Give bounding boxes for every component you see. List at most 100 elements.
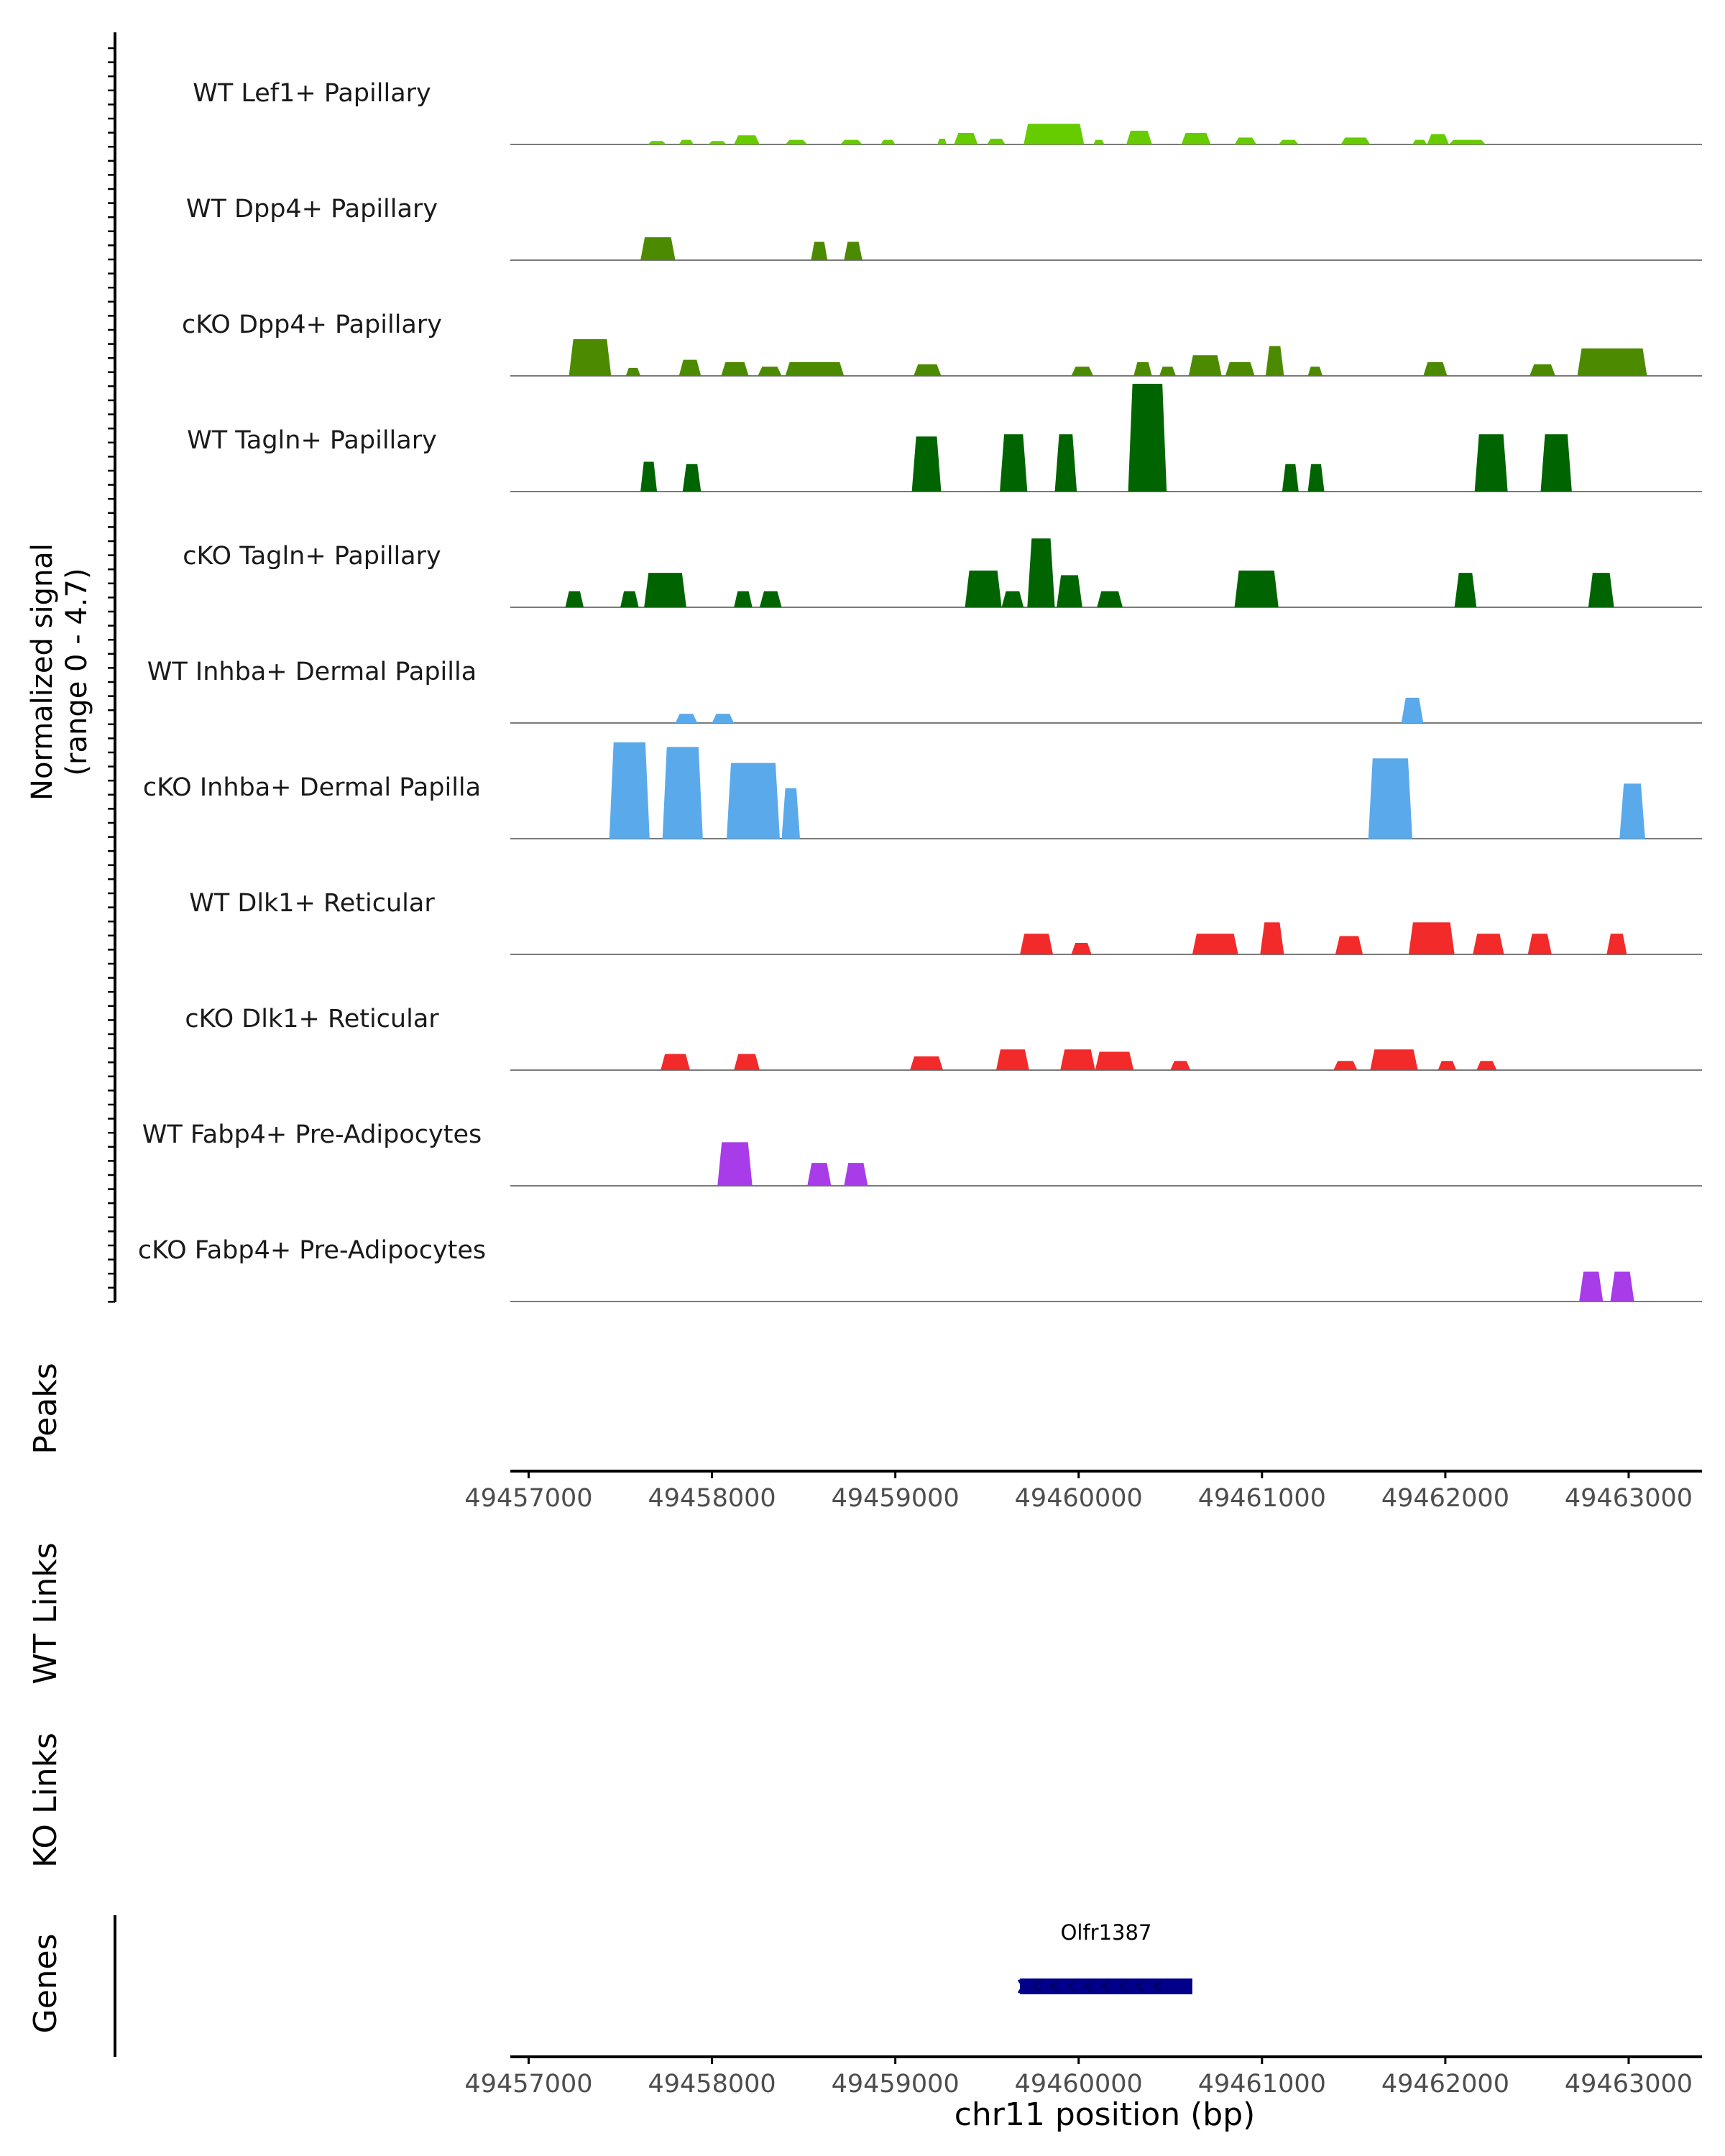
coverage-peak: [1024, 124, 1085, 144]
coverage-peak: [1527, 934, 1552, 954]
coverage-peak: [1188, 355, 1222, 376]
coverage-peak: [1448, 139, 1486, 144]
ko-links-label: KO Links: [27, 1733, 64, 1868]
coverage-peak: [1093, 139, 1105, 144]
coverage-peak: [1054, 434, 1077, 492]
coverage-peak: [569, 338, 612, 376]
track-label: WT Dlk1+ Reticular: [189, 889, 435, 918]
coverage-peak: [1427, 134, 1449, 144]
wt-links-label: WT Links: [27, 1542, 64, 1684]
strand-arrow: [1136, 1981, 1145, 1992]
x-tick-label: 49462000: [1381, 2070, 1509, 2099]
coverage-peak: [734, 135, 760, 144]
track-label: WT Lef1+ Papillary: [193, 79, 431, 108]
coverage-peak: [1473, 934, 1504, 954]
x-axis-upper: 49457000 49458000 49459000 49460000 49461000…: [464, 1470, 1702, 1513]
coverage-peak: [911, 436, 942, 492]
x-tick-label: 49463000: [1565, 2070, 1693, 2099]
coverage-peak: [1454, 573, 1477, 607]
coverage-peak: [678, 139, 694, 144]
coverage-peak: [721, 361, 749, 376]
x-axis-title: chr11 position (bp): [954, 2096, 1256, 2133]
coverage-peak: [1181, 133, 1211, 144]
coverage-peak: [640, 461, 658, 492]
coverage-peak: [1610, 1271, 1634, 1302]
coverage-peak: [640, 237, 676, 260]
track: WT Lef1+ Papillary: [193, 79, 1702, 145]
coverage-peak: [1335, 936, 1363, 954]
coverage-peak: [661, 1054, 690, 1070]
coverage-peak: [1225, 361, 1255, 376]
coverage-peak: [1577, 348, 1647, 376]
coverage-peak: [644, 573, 686, 607]
coverage-peak: [1588, 573, 1614, 607]
coverage-peak: [1474, 434, 1508, 492]
coverage-peak: [759, 591, 782, 607]
gene-body: [1020, 1978, 1192, 1994]
track: cKO Dpp4+ Papillary: [182, 310, 1702, 377]
coverage-peak: [1027, 538, 1055, 607]
track-label: WT Dpp4+ Papillary: [186, 195, 438, 224]
signal-y-axis: [108, 32, 116, 1303]
coverage-peak: [1159, 367, 1176, 376]
x-tick-label: 49459000: [832, 1484, 960, 1513]
x-tick-label: 49461000: [1198, 2070, 1326, 2099]
coverage-peak: [682, 464, 702, 492]
track: WT Tagln+ Papillary: [187, 384, 1702, 492]
coverage-peak: [1408, 922, 1455, 954]
coverage-peak: [1001, 591, 1024, 607]
coverage-peak: [1579, 1271, 1604, 1302]
x-tick-label: 49459000: [832, 2070, 960, 2099]
coverage-peak: [1192, 934, 1238, 954]
track: cKO Dlk1+ Reticular: [185, 1005, 1702, 1071]
gene-label: Olfr1387: [1061, 1920, 1152, 1945]
coverage-peak: [662, 747, 703, 839]
coverage-peak: [1133, 361, 1152, 376]
coverage-peak: [844, 1163, 868, 1186]
coverage-peak: [675, 714, 698, 723]
signal-axis-subtitle: (range 0 - 4.7): [60, 568, 93, 775]
coverage-peak: [1307, 464, 1325, 492]
coverage-peak: [880, 139, 896, 144]
track-label: cKO Dpp4+ Papillary: [182, 310, 442, 339]
track-label: WT Tagln+ Papillary: [187, 426, 437, 455]
strand-arrow: [1049, 1981, 1059, 1992]
coverage-peak: [1423, 361, 1448, 376]
coverage-peak: [1606, 934, 1627, 954]
coverage-peak: [609, 742, 650, 839]
gene-end-marker: [1017, 1979, 1029, 1994]
coverage-peak: [625, 367, 641, 376]
x-tick-label: 49460000: [1015, 1484, 1143, 1513]
coverage-peak: [1000, 434, 1028, 492]
x-tick-label: 49457000: [464, 1484, 592, 1513]
coverage-peak: [914, 364, 942, 376]
coverage-peak: [1540, 434, 1572, 492]
coverage-peak: [987, 139, 1006, 144]
coverage-peak: [1438, 1061, 1457, 1070]
track-label: cKO Inhba+ Dermal Papilla: [143, 773, 481, 802]
x-tick-label: 49462000: [1381, 1484, 1509, 1513]
coverage-peak: [1170, 1061, 1191, 1070]
coverage-tracks: WT Lef1+ Papillary WT Dpp4+ Papillary cKO …: [138, 79, 1702, 1302]
coverage-peak: [1060, 1049, 1095, 1070]
coverage-peak: [995, 1049, 1029, 1070]
coverage-peak: [648, 141, 666, 144]
coverage-peak: [1368, 758, 1412, 839]
coverage-peak: [954, 133, 978, 144]
coverage-peak: [734, 591, 753, 607]
genes-label: Genes: [27, 1933, 64, 2033]
x-axis-lower: 49457000 49458000 49459000 49460000 49461000…: [464, 2055, 1702, 2099]
coverage-peak: [844, 241, 862, 260]
strand-arrow: [1118, 1981, 1128, 1992]
coverage-peak: [781, 788, 801, 839]
coverage-peak: [726, 763, 780, 839]
coverage-peak: [937, 139, 947, 144]
coverage-peak: [1619, 783, 1645, 839]
track: cKO Fabp4+ Pre-Adipocytes: [138, 1236, 1702, 1302]
track-label: cKO Fabp4+ Pre-Adipocytes: [138, 1236, 486, 1265]
coverage-peak: [734, 1054, 760, 1070]
coverage-peak: [1412, 139, 1427, 144]
x-tick-label: 49458000: [648, 1484, 776, 1513]
x-tick-label: 49458000: [648, 2070, 776, 2099]
